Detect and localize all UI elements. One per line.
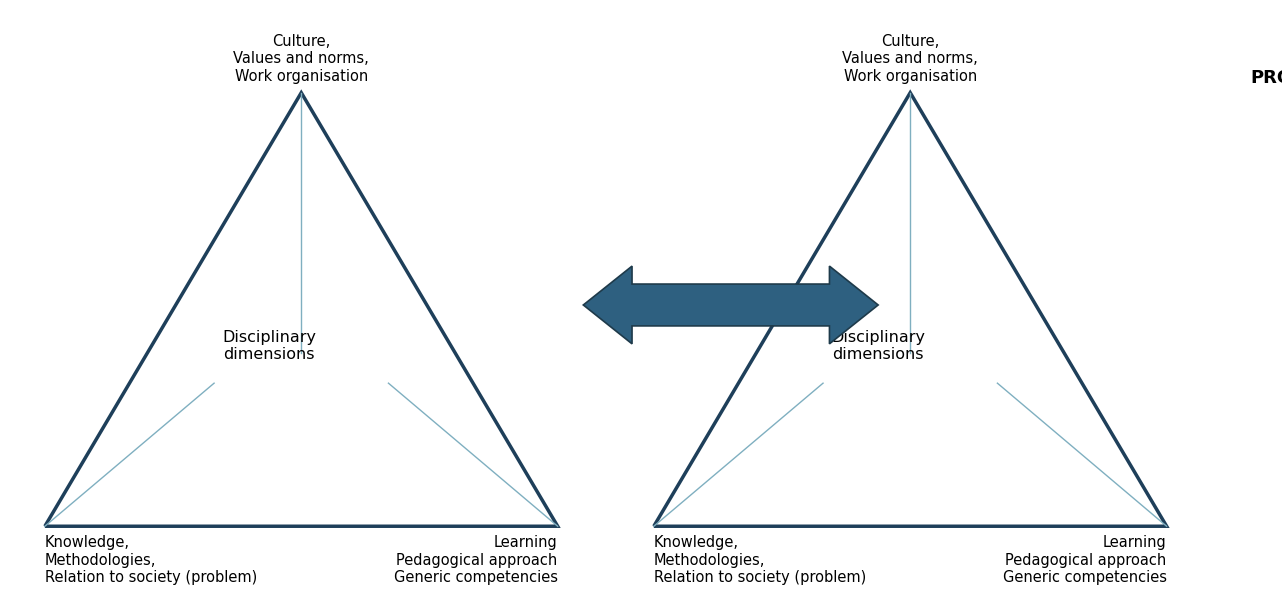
Text: Culture,
Values and norms,
Work organisation: Culture, Values and norms, Work organisa… <box>842 34 978 84</box>
Text: Knowledge,
Methodologies,
Relation to society (problem): Knowledge, Methodologies, Relation to so… <box>654 535 867 585</box>
Text: Knowledge,
Methodologies,
Relation to society (problem): Knowledge, Methodologies, Relation to so… <box>45 535 258 585</box>
Text: Learning
Pedagogical approach
Generic competencies: Learning Pedagogical approach Generic co… <box>1003 535 1167 585</box>
Text: Disciplinary
dimensions: Disciplinary dimensions <box>831 329 926 362</box>
Text: PRO: PRO <box>1250 69 1282 87</box>
Polygon shape <box>583 266 878 344</box>
Text: Culture,
Values and norms,
Work organisation: Culture, Values and norms, Work organisa… <box>233 34 369 84</box>
Text: Disciplinary
dimensions: Disciplinary dimensions <box>222 329 317 362</box>
Text: Learning
Pedagogical approach
Generic competencies: Learning Pedagogical approach Generic co… <box>394 535 558 585</box>
